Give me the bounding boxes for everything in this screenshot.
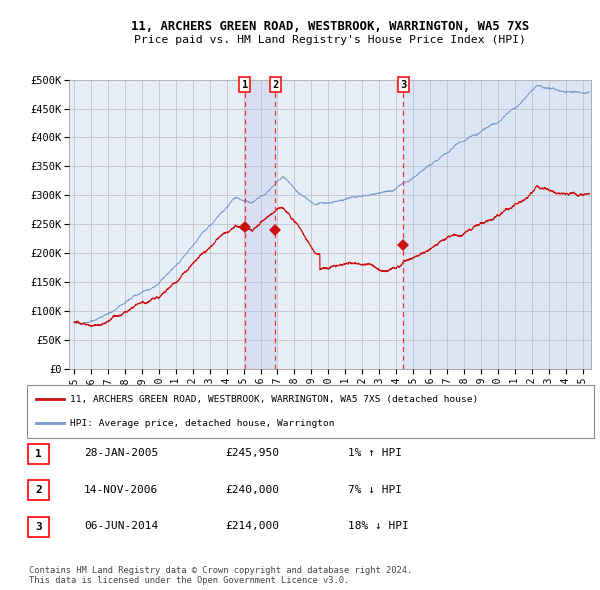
Text: £240,000: £240,000 bbox=[225, 485, 279, 494]
Text: 1% ↑ HPI: 1% ↑ HPI bbox=[348, 448, 402, 458]
Text: Contains HM Land Registry data © Crown copyright and database right 2024.
This d: Contains HM Land Registry data © Crown c… bbox=[29, 566, 412, 585]
Text: £214,000: £214,000 bbox=[225, 522, 279, 531]
Text: Price paid vs. HM Land Registry's House Price Index (HPI): Price paid vs. HM Land Registry's House … bbox=[134, 35, 526, 45]
Text: 2: 2 bbox=[35, 486, 42, 495]
Text: 7% ↓ HPI: 7% ↓ HPI bbox=[348, 485, 402, 494]
Bar bbox=[245, 80, 275, 369]
Text: 1: 1 bbox=[242, 80, 248, 90]
Text: 06-JUN-2014: 06-JUN-2014 bbox=[84, 522, 158, 531]
Text: 14-NOV-2006: 14-NOV-2006 bbox=[84, 485, 158, 494]
Text: 2: 2 bbox=[272, 80, 278, 90]
Text: 11, ARCHERS GREEN ROAD, WESTBROOK, WARRINGTON, WA5 7XS: 11, ARCHERS GREEN ROAD, WESTBROOK, WARRI… bbox=[131, 20, 529, 33]
Text: 3: 3 bbox=[35, 522, 42, 532]
Text: 28-JAN-2005: 28-JAN-2005 bbox=[84, 448, 158, 458]
Text: 11, ARCHERS GREEN ROAD, WESTBROOK, WARRINGTON, WA5 7XS (detached house): 11, ARCHERS GREEN ROAD, WESTBROOK, WARRI… bbox=[70, 395, 478, 404]
Text: £245,950: £245,950 bbox=[225, 448, 279, 458]
Text: 3: 3 bbox=[400, 80, 407, 90]
Text: 18% ↓ HPI: 18% ↓ HPI bbox=[348, 522, 409, 531]
Bar bbox=[403, 80, 591, 369]
Text: HPI: Average price, detached house, Warrington: HPI: Average price, detached house, Warr… bbox=[70, 419, 334, 428]
Text: 1: 1 bbox=[35, 449, 42, 458]
